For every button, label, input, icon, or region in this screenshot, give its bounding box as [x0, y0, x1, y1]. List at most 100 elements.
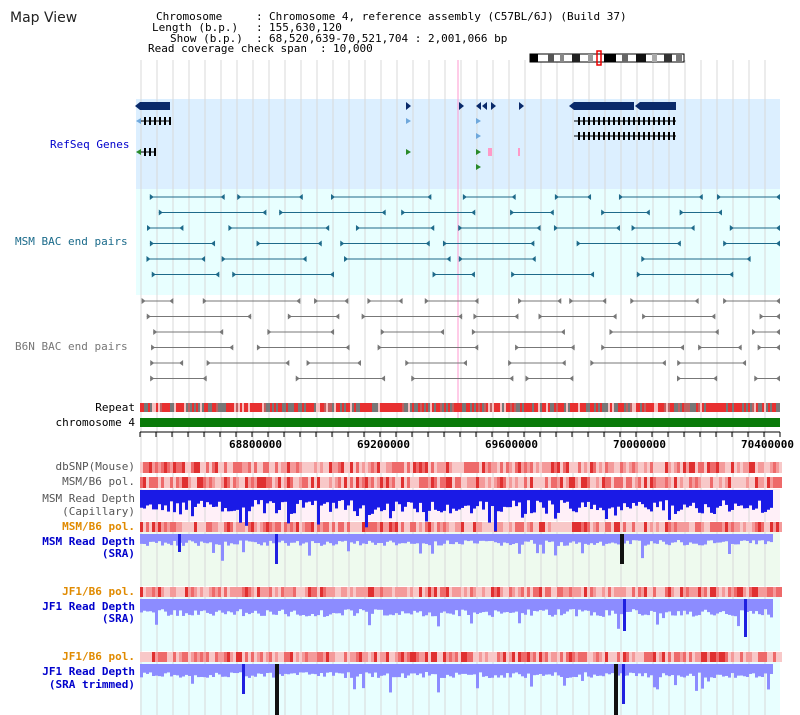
- repeat-mark: [764, 403, 766, 412]
- msm-capillary-depth: [398, 490, 401, 505]
- msm-sra-depth: [386, 534, 389, 542]
- msm-capillary-depth: [227, 490, 230, 512]
- repeat-mark: [330, 403, 332, 412]
- jf1-pol-mark: [371, 652, 374, 662]
- msm-sra-depth: [200, 534, 203, 542]
- repeat-mark: [198, 403, 200, 412]
- msm-bac-pair-end: [530, 240, 535, 247]
- msm-sra-depth: [665, 534, 668, 545]
- msm-capillary-depth: [533, 490, 536, 513]
- jf1-sra-depth: [707, 599, 710, 613]
- jf1-sra-depth: [398, 599, 401, 615]
- track-label-repeat[interactable]: Repeat: [95, 401, 135, 414]
- msm-capillary-depth: [149, 490, 152, 505]
- jf1-sra-depth: [734, 599, 737, 617]
- msm-pol-mark: [779, 522, 782, 532]
- exon: [613, 132, 615, 140]
- ideogram-band: [604, 54, 616, 62]
- jf1-pol-mark: [674, 652, 677, 662]
- dbsnp-mark: [494, 462, 497, 473]
- dbsnp-mark: [719, 462, 722, 473]
- jf1-trim-depth: [263, 664, 266, 677]
- repeat-mark: [504, 403, 506, 412]
- jf1-pol-mark: [626, 587, 629, 597]
- msm-capillary-depth: [476, 490, 479, 507]
- repeat-mark: [600, 403, 602, 412]
- track-label-jf1-depth-sra[interactable]: JF1 Read Depth: [42, 600, 135, 613]
- jf1-sra-depth: [560, 599, 563, 616]
- msm-pol-mark: [191, 477, 194, 488]
- repeat-mark: [212, 403, 214, 412]
- msm-sra-depth: [608, 534, 611, 544]
- dbsnp-mark: [656, 462, 659, 473]
- jf1-pol-mark: [764, 652, 767, 662]
- jf1-pol-mark: [467, 652, 470, 662]
- msm-pol-mark: [266, 477, 269, 488]
- msm-pol-mark: [386, 522, 389, 532]
- msm-pol-mark: [386, 477, 389, 488]
- jf1-pol-mark: [431, 587, 434, 597]
- dbsnp-mark: [404, 462, 407, 473]
- jf1-trim-depth: [467, 664, 470, 675]
- jf1-pol-mark: [218, 587, 221, 597]
- jf1-pol-mark: [161, 587, 164, 597]
- track-label-msm-depth-capillary[interactable]: MSM Read Depth: [42, 492, 135, 505]
- msm-pol-mark: [206, 522, 209, 532]
- track-label-jf1-depth-trim[interactable]: JF1 Read Depth: [42, 665, 135, 678]
- jf1-trim-depth: [425, 664, 428, 673]
- msm-sra-depth: [167, 534, 170, 544]
- track-label-jf1-b6-pol[interactable]: JF1/B6 pol.: [62, 585, 135, 598]
- track-label-dbsnp[interactable]: dbSNP(Mouse): [55, 460, 135, 473]
- msm-pol-mark: [581, 477, 584, 488]
- jf1-sra-depth: [272, 599, 275, 615]
- dbsnp-mark: [500, 462, 503, 473]
- jf1-pol-mark: [155, 587, 158, 597]
- repeat-mark: [188, 403, 190, 412]
- dbsnp-mark: [491, 462, 494, 473]
- jf1-trim-depth: [218, 664, 221, 675]
- jf1-pol-mark: [182, 587, 185, 597]
- jf1-pol-mark: [530, 652, 533, 662]
- msm-pol-mark: [536, 477, 539, 488]
- msm-pol-mark: [227, 522, 230, 532]
- jf1-sra-depth: [188, 599, 191, 615]
- msm-pol-mark: [656, 522, 659, 532]
- repeat-mark: [206, 403, 208, 412]
- msm-pol-mark: [332, 477, 335, 488]
- track-label-msm-bac[interactable]: MSM BAC end pairs: [15, 235, 128, 248]
- track-label-refseq[interactable]: RefSeq Genes: [50, 138, 130, 151]
- dbsnp-mark: [359, 462, 362, 473]
- dbsnp-mark: [743, 462, 746, 473]
- msm-pol-mark: [599, 522, 602, 532]
- repeat-mark: [354, 403, 356, 412]
- track-label-msm-depth-sra[interactable]: MSM Read Depth: [42, 535, 135, 548]
- msm-pol-mark: [422, 522, 425, 532]
- repeat-mark: [570, 403, 572, 412]
- exon: [613, 117, 615, 125]
- jf1-sra-depth: [152, 599, 155, 613]
- track-label-b6n-bac[interactable]: B6N BAC end pairs: [15, 340, 128, 353]
- jf1-pol-mark: [581, 652, 584, 662]
- msm-sra-depth: [335, 534, 338, 545]
- msm-pol-mark: [356, 477, 359, 488]
- jf1-pol-mark: [221, 652, 224, 662]
- msm-pol-mark: [581, 522, 584, 532]
- track-label-jf1-b6-pol-2[interactable]: JF1/B6 pol.: [62, 650, 135, 663]
- b6n-bac-pair-end: [514, 313, 519, 320]
- jf1-pol-mark: [278, 652, 281, 662]
- gene: [406, 118, 411, 124]
- jf1-sra-depth: [344, 599, 347, 610]
- msm-bac-pair-end: [723, 240, 728, 247]
- msm-capillary-depth: [215, 490, 218, 507]
- track-label-msm-b6-pol[interactable]: MSM/B6 pol.: [62, 475, 135, 488]
- jf1-sra-depth: [146, 599, 149, 612]
- track-label-chromosome[interactable]: chromosome 4: [55, 416, 135, 429]
- jf1-trim-depth: [314, 664, 317, 675]
- msm-capillary-depth: [755, 490, 758, 509]
- dbsnp-mark: [779, 462, 782, 473]
- msm-pol-mark: [647, 522, 650, 532]
- msm-sra-depth: [140, 534, 143, 544]
- track-label-msm-b6-pol-2[interactable]: MSM/B6 pol.: [62, 520, 135, 533]
- msm-pol-mark: [272, 522, 275, 532]
